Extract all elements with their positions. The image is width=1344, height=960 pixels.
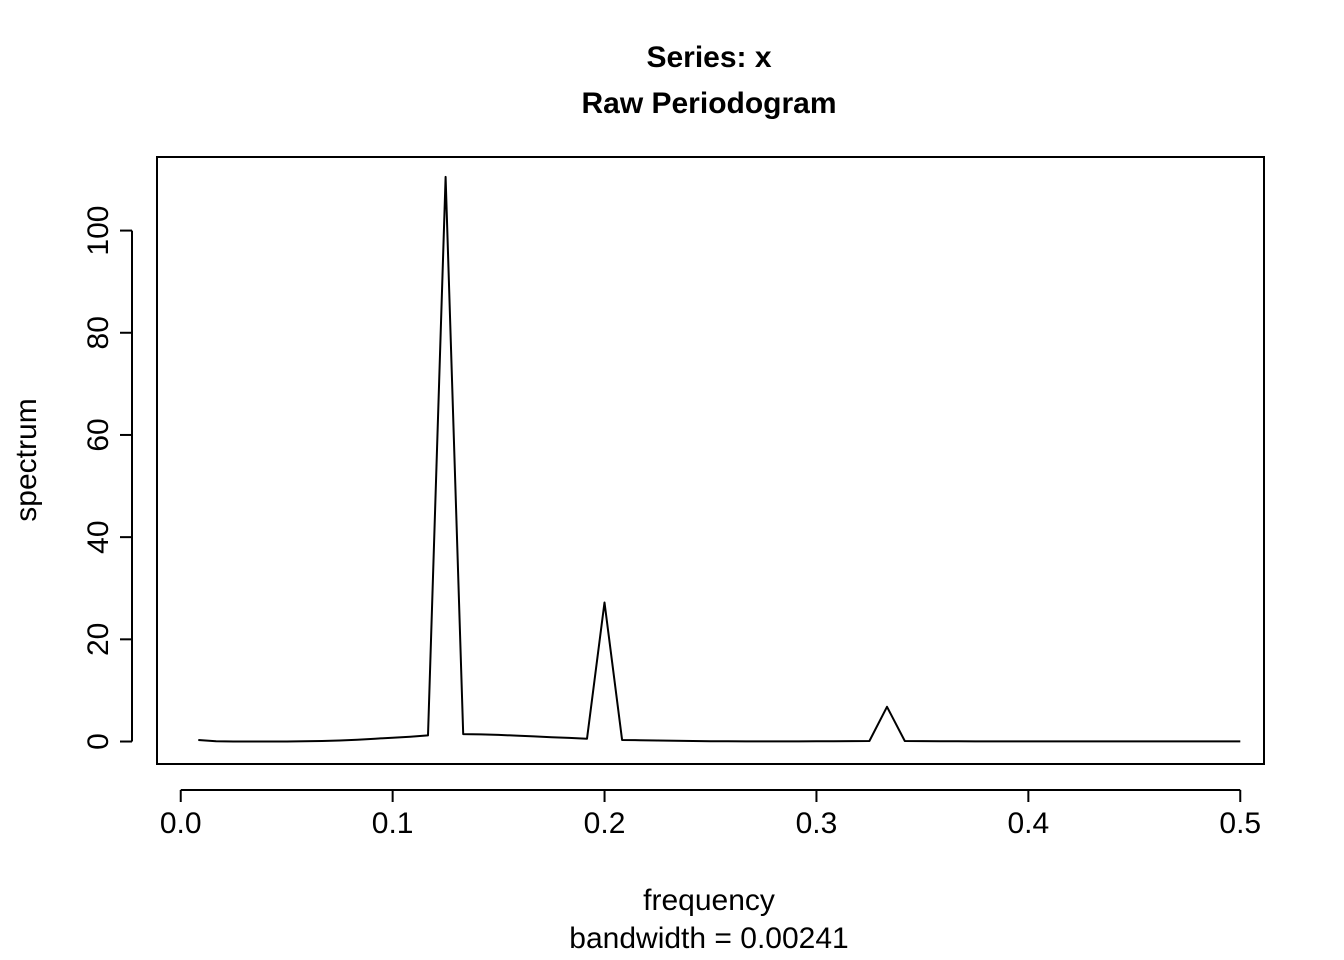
y-axis-label: spectrum <box>10 398 43 521</box>
chart-title: Series: x <box>646 41 771 74</box>
y-tick-label: 0 <box>82 733 115 750</box>
x-tick-label: 0.5 <box>1219 807 1261 840</box>
chart-subtitle: Raw Periodogram <box>581 87 836 120</box>
x-tick-label: 0.4 <box>1008 807 1050 840</box>
spectrum-series-line <box>198 175 1241 743</box>
x-axis-sublabel: bandwidth = 0.00241 <box>569 922 848 955</box>
y-tick-label: 100 <box>82 206 115 256</box>
y-axis: 0 20 40 60 80 100 <box>82 206 133 750</box>
plot-area-frame <box>156 156 1265 765</box>
y-tick-label: 80 <box>82 316 115 349</box>
x-tick-label: 0.2 <box>584 807 626 840</box>
x-tick-label: 0.3 <box>796 807 838 840</box>
y-tick-label: 20 <box>82 623 115 656</box>
x-tick-label: 0.0 <box>160 807 202 840</box>
y-tick-label: 60 <box>82 418 115 451</box>
x-tick-label: 0.1 <box>372 807 414 840</box>
series-layer <box>198 175 1241 743</box>
x-axis-label: frequency <box>643 884 775 917</box>
y-tick-label: 40 <box>82 520 115 553</box>
x-axis: 0.0 0.1 0.2 0.3 0.4 0.5 <box>160 789 1261 840</box>
